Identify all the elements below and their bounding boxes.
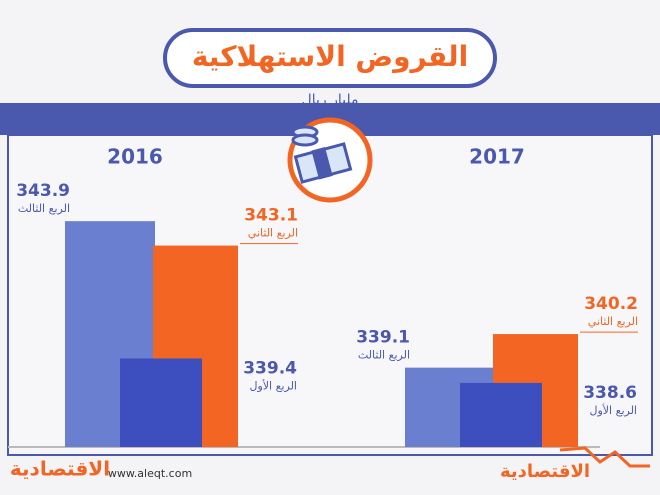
money-icon [287, 117, 373, 203]
value-label: 338.6 [583, 383, 637, 403]
bar [460, 382, 542, 447]
value-label: 339.1 [356, 328, 410, 348]
footer-logo: الاقتصادية [10, 457, 110, 481]
series-label: الربع الثاني [248, 227, 298, 240]
value-label: 343.1 [244, 206, 298, 226]
value-label: 339.4 [243, 358, 297, 378]
chart-title: القروض الاستهلاكية [192, 40, 468, 73]
series-label: الربع الثالث [18, 202, 70, 215]
category-label: 2017 [469, 145, 525, 169]
bar [120, 358, 202, 447]
footer-url: www.aleqt.com [108, 467, 192, 480]
icon-band [311, 146, 333, 180]
footer-logo: الاقتصادية [500, 461, 590, 482]
series-label: الربع الثاني [588, 315, 638, 328]
series-label: الربع الثالث [358, 349, 410, 362]
value-label: 340.2 [584, 294, 638, 314]
value-label: 343.9 [16, 181, 70, 201]
icon-coin [291, 133, 319, 147]
title-pill [163, 28, 497, 88]
series-label: الربع الأول [589, 403, 637, 417]
category-label: 2016 [107, 145, 163, 169]
subtitle: مليار ريال [302, 92, 359, 108]
decor-line [559, 446, 650, 468]
series-label: الربع الأول [249, 378, 297, 392]
